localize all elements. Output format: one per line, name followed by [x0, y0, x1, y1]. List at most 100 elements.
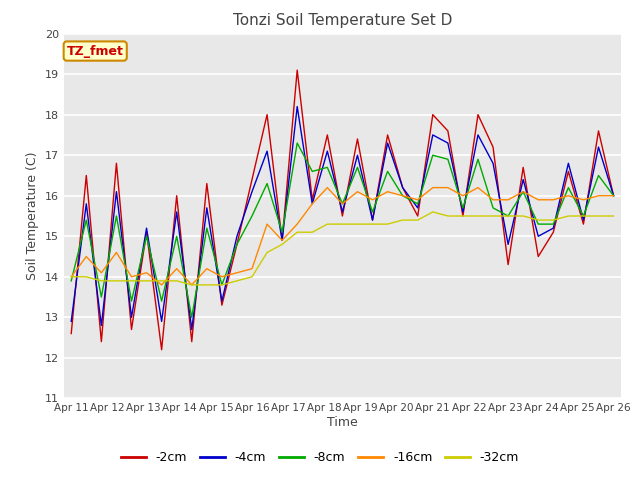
-2cm: [519, 165, 527, 170]
-32cm: [83, 274, 90, 280]
Legend: -2cm, -4cm, -8cm, -16cm, -32cm: -2cm, -4cm, -8cm, -16cm, -32cm: [116, 446, 524, 469]
-4cm: [127, 314, 135, 320]
-32cm: [233, 278, 241, 284]
-8cm: [188, 314, 196, 320]
-16cm: [293, 221, 301, 227]
-4cm: [534, 233, 542, 239]
-16cm: [188, 282, 196, 288]
-2cm: [564, 168, 572, 174]
-8cm: [278, 229, 286, 235]
-2cm: [67, 331, 75, 336]
-16cm: [444, 185, 452, 191]
-32cm: [218, 282, 226, 288]
-2cm: [218, 302, 226, 308]
-32cm: [158, 278, 166, 284]
-2cm: [263, 112, 271, 118]
-2cm: [339, 213, 346, 219]
Title: Tonzi Soil Temperature Set D: Tonzi Soil Temperature Set D: [233, 13, 452, 28]
-8cm: [550, 221, 557, 227]
-2cm: [127, 326, 135, 332]
-8cm: [369, 209, 376, 215]
-32cm: [97, 278, 105, 284]
-16cm: [113, 250, 120, 255]
-2cm: [233, 241, 241, 247]
-4cm: [595, 144, 602, 150]
-4cm: [474, 132, 482, 138]
-8cm: [534, 221, 542, 227]
-16cm: [354, 189, 362, 194]
-8cm: [429, 152, 436, 158]
-32cm: [564, 213, 572, 219]
-32cm: [113, 278, 120, 284]
-8cm: [384, 168, 392, 174]
-4cm: [188, 326, 196, 332]
-8cm: [399, 193, 406, 199]
-8cm: [293, 140, 301, 146]
-8cm: [248, 213, 256, 219]
-2cm: [550, 229, 557, 235]
-2cm: [534, 253, 542, 259]
-2cm: [173, 193, 180, 199]
-8cm: [564, 185, 572, 191]
-2cm: [97, 339, 105, 345]
-16cm: [173, 266, 180, 272]
-16cm: [143, 270, 150, 276]
-2cm: [278, 238, 286, 243]
-32cm: [459, 213, 467, 219]
-16cm: [414, 197, 422, 203]
-8cm: [339, 201, 346, 207]
-2cm: [610, 193, 618, 199]
-16cm: [218, 274, 226, 280]
-32cm: [67, 274, 75, 280]
-32cm: [504, 213, 512, 219]
-8cm: [459, 205, 467, 211]
-16cm: [83, 253, 90, 259]
-32cm: [429, 209, 436, 215]
-2cm: [474, 112, 482, 118]
-8cm: [158, 298, 166, 304]
-8cm: [323, 165, 331, 170]
-2cm: [143, 229, 150, 235]
-16cm: [97, 270, 105, 276]
-2cm: [158, 347, 166, 353]
Line: -32cm: -32cm: [71, 212, 614, 285]
-32cm: [489, 213, 497, 219]
Line: -2cm: -2cm: [71, 70, 614, 350]
Line: -4cm: -4cm: [71, 107, 614, 329]
Text: TZ_fmet: TZ_fmet: [67, 45, 124, 58]
-32cm: [474, 213, 482, 219]
-8cm: [580, 213, 588, 219]
-4cm: [489, 160, 497, 166]
-32cm: [399, 217, 406, 223]
-4cm: [580, 217, 588, 223]
-8cm: [474, 156, 482, 162]
-32cm: [248, 274, 256, 280]
-2cm: [429, 112, 436, 118]
-8cm: [203, 225, 211, 231]
-4cm: [233, 233, 241, 239]
-16cm: [595, 193, 602, 199]
-32cm: [293, 229, 301, 235]
-32cm: [308, 229, 316, 235]
-16cm: [429, 185, 436, 191]
-4cm: [610, 193, 618, 199]
-2cm: [354, 136, 362, 142]
-16cm: [550, 197, 557, 203]
-32cm: [444, 213, 452, 219]
-32cm: [173, 278, 180, 284]
-16cm: [534, 197, 542, 203]
-16cm: [339, 201, 346, 207]
-4cm: [444, 140, 452, 146]
-8cm: [218, 282, 226, 288]
-16cm: [459, 193, 467, 199]
-8cm: [143, 233, 150, 239]
-4cm: [429, 132, 436, 138]
-32cm: [188, 282, 196, 288]
-4cm: [248, 189, 256, 194]
-32cm: [203, 282, 211, 288]
-8cm: [414, 201, 422, 207]
-4cm: [564, 160, 572, 166]
-16cm: [278, 238, 286, 243]
-4cm: [354, 152, 362, 158]
-16cm: [308, 201, 316, 207]
